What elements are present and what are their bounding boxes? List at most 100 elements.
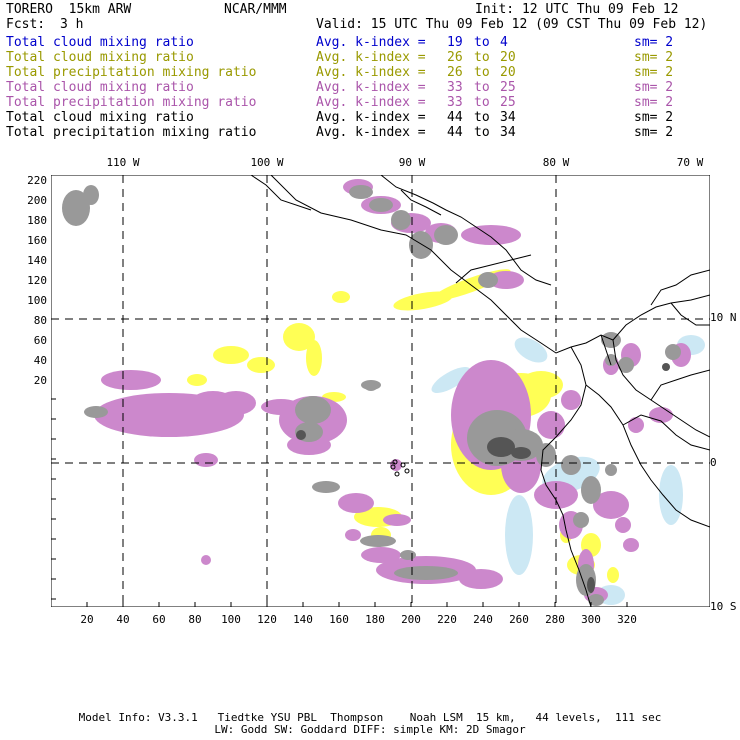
- top-lon-label: 100 W: [250, 156, 284, 169]
- legend-field: Total cloud mixing ratio: [6, 110, 194, 125]
- coastline: [600, 334, 612, 366]
- purple-patch: [593, 491, 629, 519]
- purple-patch: [216, 391, 256, 415]
- init-time: Init: 12 UTC Thu 09 Feb 12: [475, 2, 679, 17]
- y-tick-label: 220: [27, 174, 47, 187]
- legend-to: 20: [500, 50, 516, 65]
- top-lon-label: 80 W: [542, 156, 570, 169]
- legend-to: 25: [500, 80, 516, 95]
- legend-to-word: to: [474, 65, 490, 80]
- purple-patch: [383, 514, 411, 526]
- dark-gray-core: [511, 447, 531, 459]
- legend-sm: sm= 2: [634, 35, 674, 50]
- gray-patch: [573, 512, 589, 528]
- gray-patch: [84, 406, 108, 418]
- gray-patch: [369, 198, 393, 212]
- legend-to-word: to: [474, 110, 490, 125]
- x-tick-label: 40: [116, 613, 130, 626]
- coastline: [650, 269, 710, 306]
- x-tick-label: 120: [257, 613, 277, 626]
- x-tick-label: 320: [617, 613, 637, 626]
- legend-from: 33: [447, 95, 463, 110]
- gray-patch: [394, 566, 458, 580]
- y-tick-label: 40: [33, 354, 47, 367]
- legend-kidx: Avg. k-index =: [316, 35, 426, 50]
- x-tick-label: 100: [221, 613, 241, 626]
- yellow-patch: [519, 371, 563, 399]
- y-tick-label: 60: [33, 334, 47, 347]
- legend-field: Total cloud mixing ratio: [6, 50, 194, 65]
- legend-row: Total precipitation mixing ratio Avg. k-i…: [0, 65, 740, 80]
- right-lat-label: 10 N: [710, 311, 737, 324]
- legend-field: Total precipitation mixing ratio: [6, 95, 257, 110]
- dark-gray-core: [296, 430, 306, 440]
- purple-patch: [201, 555, 211, 565]
- purple-patch: [361, 547, 401, 563]
- coastline: [612, 294, 710, 341]
- gray-patch: [536, 443, 556, 467]
- purple-patch: [615, 517, 631, 533]
- legend-sm: sm= 2: [634, 50, 674, 65]
- gray-patch: [365, 383, 377, 391]
- purple-patch: [194, 453, 218, 467]
- gray-patch: [478, 272, 498, 288]
- purple-patch: [345, 529, 361, 541]
- legend-to-word: to: [474, 125, 490, 140]
- y-tick-label: 160: [27, 234, 47, 247]
- purple-patch: [561, 390, 581, 410]
- coastlines: [250, 175, 710, 607]
- coastline: [250, 175, 312, 211]
- y-tick-label: 200: [27, 194, 47, 207]
- gray-patch: [349, 185, 373, 199]
- legend-sm: sm= 2: [634, 65, 674, 80]
- gray-patch: [665, 344, 681, 360]
- light-blue-patch: [505, 495, 533, 575]
- yellow-patch: [332, 291, 350, 303]
- legend-row: Total cloud mixing ratio Avg. k-index = 44…: [0, 110, 740, 125]
- coastline: [540, 346, 592, 607]
- legend-row: Total cloud mixing ratio Avg. k-index = 33…: [0, 80, 740, 95]
- purple-patch: [488, 271, 524, 289]
- y-tick-label: 180: [27, 214, 47, 227]
- x-tick-label: 160: [329, 613, 349, 626]
- legend-row: Total cloud mixing ratio Avg. k-index = 26…: [0, 50, 740, 65]
- legend-sm: sm= 2: [634, 110, 674, 125]
- light-blue-patch: [431, 367, 471, 393]
- coastline: [650, 369, 710, 401]
- legend-to: 4: [500, 35, 508, 50]
- x-tick-label: 240: [473, 613, 493, 626]
- coastline: [455, 254, 532, 284]
- gray-patch: [62, 190, 90, 226]
- purple-patch: [287, 435, 331, 455]
- model-info-line2: LW: Godd SW: Goddard DIFF: simple KM: 2D…: [214, 723, 526, 736]
- coastline: [585, 384, 710, 528]
- dark-gray-core: [487, 437, 515, 457]
- dark-gray-core: [587, 577, 595, 593]
- dark-gray-core: [662, 363, 670, 371]
- x-tick-label: 300: [581, 613, 601, 626]
- legend-sm: sm= 2: [634, 125, 674, 140]
- yellow-patch: [607, 567, 619, 583]
- yellow-patch: [187, 374, 207, 386]
- purple-patch: [338, 493, 374, 513]
- gray-patch: [409, 231, 433, 259]
- forecast-hour: 3 h: [60, 17, 84, 32]
- gray-patch: [391, 210, 411, 230]
- model-info-line1: Model Info: V3.3.1 Tiedtke YSU PBL Thomp…: [78, 711, 662, 724]
- x-tick-label: 140: [293, 613, 313, 626]
- legend-row: Total precipitation mixing ratio Avg. k-i…: [0, 125, 740, 140]
- gray-patch: [400, 550, 416, 560]
- legend-from: 44: [447, 110, 463, 125]
- galapagos-island: [390, 464, 396, 470]
- x-tick-label: 180: [365, 613, 385, 626]
- legend-field: Total cloud mixing ratio: [6, 80, 194, 95]
- top-lon-label: 90 W: [398, 156, 426, 169]
- coastline: [380, 175, 552, 286]
- legend-from: 19: [447, 35, 463, 50]
- yellow-patch: [283, 323, 315, 351]
- legend-from: 26: [447, 50, 463, 65]
- gray-patch: [360, 535, 396, 547]
- lat-lon-grid: [51, 175, 710, 607]
- coastline: [270, 175, 614, 354]
- gray-patch: [588, 594, 604, 606]
